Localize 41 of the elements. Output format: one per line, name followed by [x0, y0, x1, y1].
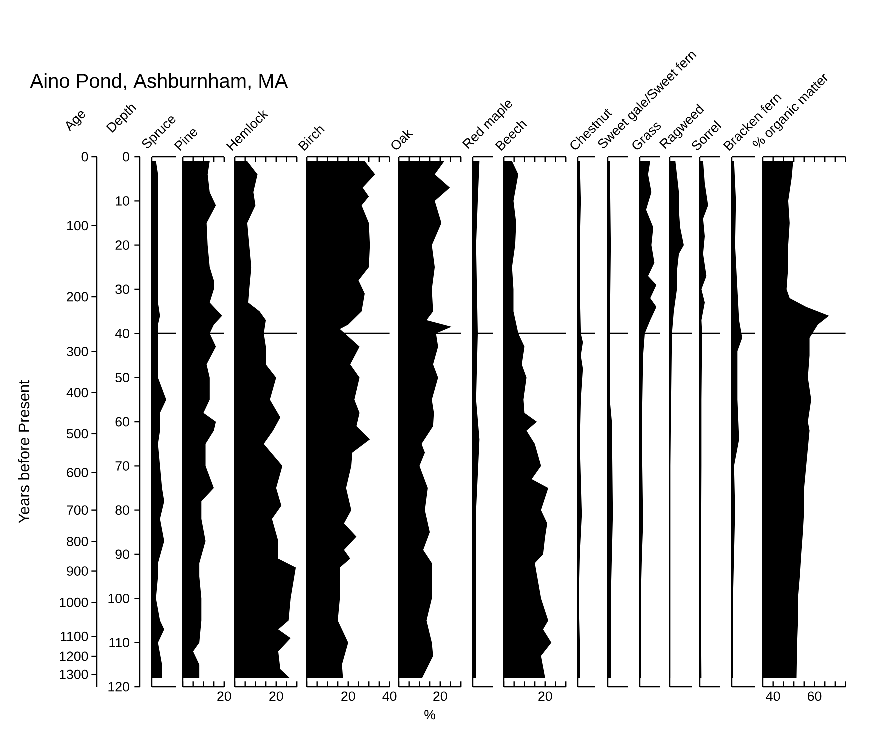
- x-tick-label: 20: [538, 692, 552, 702]
- text: 1000: [60, 598, 88, 608]
- text: 1100: [61, 632, 88, 642]
- text: 0: [82, 152, 88, 162]
- y-tick-label: 40: [115, 328, 130, 338]
- y-tick-label: 70: [116, 461, 130, 471]
- text: 800: [67, 536, 88, 546]
- y-tick-label: 100: [108, 594, 130, 604]
- x-tick-label: 20: [342, 692, 356, 702]
- x-tick-label: 20: [218, 692, 232, 702]
- text: 700: [67, 506, 88, 516]
- y2-axis-title: Age: [66, 111, 86, 132]
- y-tick-label: 80: [116, 506, 130, 516]
- x-tick-label: 20: [434, 692, 448, 702]
- y-tick-label: 50: [116, 373, 130, 383]
- text: 200: [67, 292, 88, 302]
- text: Pine: [174, 129, 198, 152]
- text: 300: [66, 347, 88, 356]
- x-tick-label: 40: [766, 692, 780, 702]
- text: Oak: [392, 130, 414, 150]
- y-tick-label: 10: [116, 196, 130, 206]
- y-tick-label: 0: [123, 152, 130, 162]
- y-tick-label: 90: [116, 550, 130, 560]
- x-tick-label: 40: [382, 692, 397, 702]
- text: 400: [66, 388, 88, 398]
- text: Years before Present: [18, 380, 30, 524]
- y-tick-label: 120: [108, 682, 130, 692]
- text: 100: [68, 221, 88, 231]
- x-tick-label: 20: [270, 692, 284, 702]
- y-tick-label: 20: [116, 240, 130, 250]
- text: 1200: [60, 652, 88, 662]
- x-tick-label: 60: [808, 692, 822, 702]
- y-tick-label: 30: [116, 284, 130, 294]
- text: 1300: [60, 670, 88, 680]
- text: 500: [67, 429, 88, 439]
- x-axis-title: %: [424, 710, 436, 720]
- y-tick-label: 110: [110, 638, 130, 648]
- y-tick-label: 60: [116, 417, 130, 427]
- chart-title: Aino Pond, Ashburnham, MA: [30, 74, 288, 91]
- text: 900: [67, 566, 88, 576]
- text: 600: [67, 468, 88, 478]
